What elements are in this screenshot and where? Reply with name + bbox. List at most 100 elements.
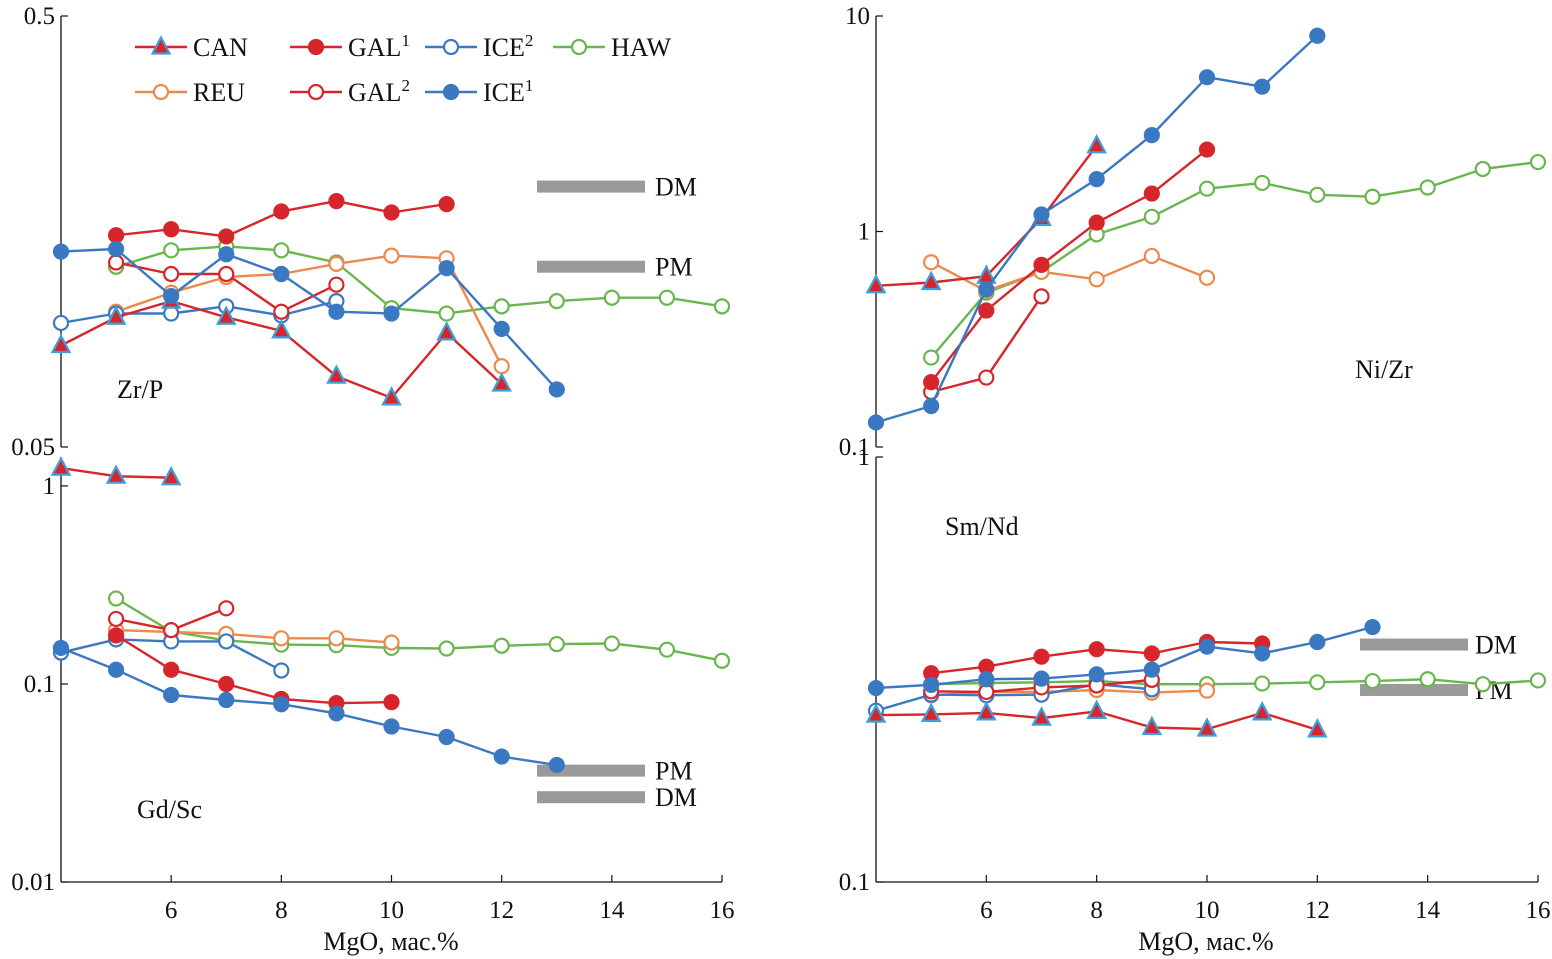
- data-point-ice1: [52, 243, 70, 260]
- series-haw: [107, 590, 731, 669]
- legend-entry-ice1: ICE1: [425, 76, 533, 107]
- data-point-reu: [493, 358, 510, 375]
- series-line-haw: [115, 245, 723, 315]
- x-tick-label: 16: [1526, 897, 1551, 924]
- data-point-can: [271, 318, 292, 339]
- data-point-can: [1086, 699, 1107, 720]
- data-point-gal2: [328, 276, 345, 293]
- data-point-haw: [1143, 208, 1160, 225]
- data-point-ice1: [923, 676, 940, 693]
- series-gal1: [107, 192, 455, 245]
- data-point-haw: [1254, 675, 1271, 692]
- series-line-reu: [930, 254, 1208, 293]
- data-point-gal1: [1143, 185, 1160, 202]
- reference-bar-dm: [537, 180, 645, 193]
- data-point-gal1: [273, 203, 290, 220]
- panel-label: Ni/Zr: [1355, 355, 1413, 384]
- data-point-reu: [328, 630, 345, 647]
- data-point-reu: [383, 247, 400, 264]
- x-tick-label: 12: [489, 897, 514, 924]
- legend-marker: [150, 35, 172, 55]
- series-can: [865, 133, 1107, 294]
- data-point-can: [920, 702, 942, 722]
- legend-marker: [307, 83, 325, 101]
- series-gal2: [107, 254, 345, 320]
- x-tick-label: 14: [1415, 897, 1441, 924]
- data-point-ice1: [867, 414, 885, 431]
- y-tick-label: 10: [845, 3, 870, 30]
- data-point-ice1: [548, 381, 565, 398]
- reference-label-dm: DM: [655, 173, 697, 202]
- data-point-gal2: [1033, 288, 1050, 305]
- data-point-ice1: [923, 397, 940, 415]
- data-point-ice1: [978, 671, 995, 688]
- data-point-gal2: [107, 254, 125, 271]
- series-line-gal1: [115, 634, 392, 705]
- data-point-ice2: [218, 633, 235, 650]
- data-point-can: [160, 465, 182, 486]
- data-point-gal1: [328, 192, 345, 210]
- reference-bar-dm: [1360, 638, 1468, 651]
- data-point-can: [1141, 715, 1163, 736]
- data-point-haw: [273, 242, 290, 259]
- data-point-reu: [1198, 682, 1216, 699]
- x-tick-label: 6: [165, 897, 178, 924]
- data-point-ice1: [1033, 206, 1050, 223]
- data-point-ice2: [273, 662, 290, 679]
- data-point-haw: [1529, 672, 1547, 689]
- y-tick-label: 1: [43, 473, 56, 500]
- data-point-ice1: [218, 246, 235, 263]
- reference-bar-pm: [537, 260, 645, 273]
- data-point-gal1: [923, 374, 940, 391]
- data-point-haw: [107, 590, 125, 607]
- panel-label: Zr/P: [117, 375, 163, 404]
- data-point-gal1: [107, 227, 125, 244]
- data-point-ice1: [438, 260, 455, 277]
- series-line-ice2: [875, 683, 1152, 712]
- data-point-haw: [548, 635, 565, 653]
- data-point-haw: [438, 305, 455, 322]
- y-tick-label: 0.5: [24, 3, 55, 30]
- series-can: [50, 456, 182, 486]
- legend-entry-reu: REU: [135, 78, 245, 107]
- legend-entry-gal1: GAL1: [290, 31, 410, 62]
- data-point-haw: [1254, 174, 1271, 192]
- data-point-gal1: [218, 228, 235, 245]
- legend-marker: [307, 38, 325, 56]
- data-point-ice2: [52, 314, 70, 332]
- x-tick-label: 10: [379, 897, 404, 924]
- data-point-ice1: [1198, 69, 1216, 86]
- data-point-can: [491, 372, 512, 392]
- x-tick-label: 8: [275, 897, 288, 924]
- data-point-ice1: [107, 240, 125, 258]
- legend-label: ICE2: [483, 31, 533, 62]
- legend-label: HAW: [611, 33, 671, 62]
- legend-marker: [570, 38, 588, 56]
- reference-label-dm: DM: [655, 783, 697, 812]
- data-point-gal1: [1088, 641, 1105, 658]
- data-point-can: [1307, 718, 1328, 738]
- data-point-can: [1031, 706, 1052, 726]
- data-point-ice1: [1254, 645, 1271, 662]
- data-point-ice1: [1088, 666, 1105, 683]
- legend-marker: [152, 83, 170, 101]
- data-point-ice1: [107, 661, 125, 678]
- reference-label-dm: DM: [1475, 631, 1517, 660]
- data-point-ice1: [273, 265, 290, 283]
- series-line-haw: [931, 678, 1539, 686]
- data-point-haw: [1419, 671, 1436, 688]
- legend-label: ICE1: [483, 76, 533, 107]
- series-reu: [923, 247, 1216, 300]
- data-point-haw: [1364, 188, 1381, 205]
- data-point-ice1: [52, 639, 70, 657]
- data-point-haw: [1309, 186, 1326, 203]
- series-ice2: [52, 293, 345, 332]
- data-point-can: [1086, 133, 1107, 154]
- data-point-haw: [713, 298, 731, 315]
- data-point-haw: [658, 641, 676, 658]
- data-point-gal2: [218, 600, 235, 617]
- data-point-ice1: [1143, 127, 1160, 144]
- data-point-gal2: [163, 265, 180, 283]
